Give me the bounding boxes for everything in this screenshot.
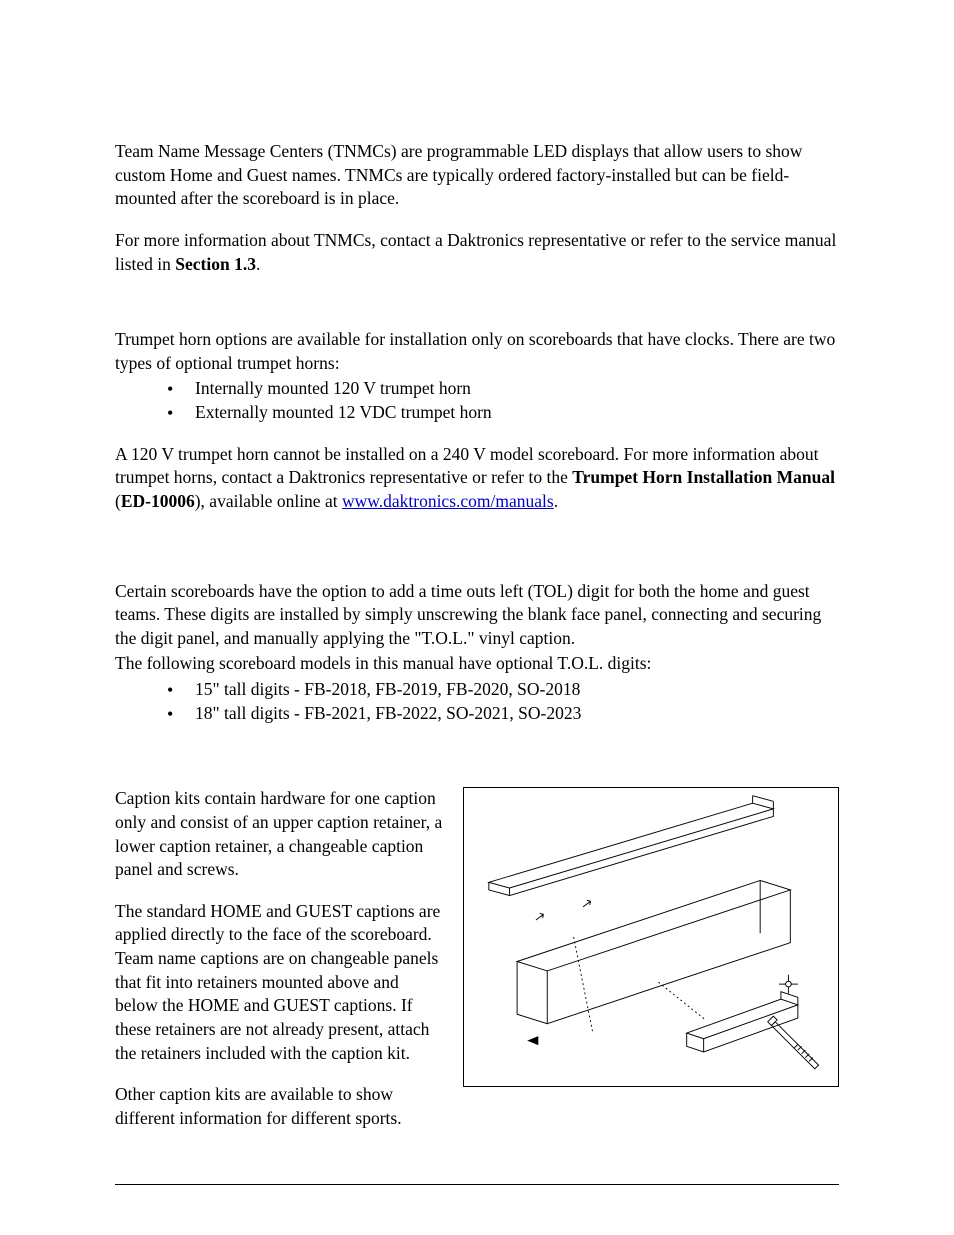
caption-kit-diagram-icon: [470, 794, 828, 1080]
section-gap: [115, 566, 839, 580]
caption-paragraph-2: The standard HOME and GUEST captions are…: [115, 900, 445, 1065]
caption-paragraph-1: Caption kits contain hardware for one ca…: [115, 787, 445, 882]
caption-text-column: Caption kits contain hardware for one ca…: [115, 787, 445, 1148]
list-item: Internally mounted 120 V trumpet horn: [195, 377, 839, 401]
section-gap: [115, 777, 839, 787]
list-item: 15" tall digits - FB-2018, FB-2019, FB-2…: [195, 678, 839, 702]
tnmc-paragraph-2: For more information about TNMCs, contac…: [115, 229, 839, 276]
horn-intro: Trumpet horn options are available for i…: [115, 328, 839, 375]
document-page: Team Name Message Centers (TNMCs) are pr…: [0, 0, 954, 1235]
text-run: .: [256, 254, 260, 274]
horn-paragraph-2: A 120 V trumpet horn cannot be installed…: [115, 443, 839, 514]
caption-paragraph-3: Other caption kits are available to show…: [115, 1083, 445, 1130]
list-item: 18" tall digits - FB-2021, FB-2022, SO-2…: [195, 702, 839, 726]
caption-two-column: Caption kits contain hardware for one ca…: [115, 787, 839, 1148]
footer-rule: [115, 1184, 839, 1185]
bold-doc-code: ED-10006: [121, 491, 195, 511]
section-gap: [115, 532, 839, 566]
bold-section-ref: Section 1.3: [175, 254, 256, 274]
text-run: .: [554, 491, 558, 511]
horn-bullets: Internally mounted 120 V trumpet horn Ex…: [115, 377, 839, 424]
text-run: ), available online at: [195, 491, 342, 511]
manuals-link[interactable]: www.daktronics.com/manuals: [342, 491, 554, 511]
list-item: Externally mounted 12 VDC trumpet horn: [195, 401, 839, 425]
section-gap: [115, 743, 839, 777]
caption-figure: [463, 787, 839, 1087]
tol-paragraph-1: Certain scoreboards have the option to a…: [115, 580, 839, 651]
bold-manual-name: Trumpet Horn Installation Manual: [572, 467, 835, 487]
tol-bullets: 15" tall digits - FB-2018, FB-2019, FB-2…: [115, 678, 839, 725]
section-gap: [115, 294, 839, 328]
tnmc-paragraph-1: Team Name Message Centers (TNMCs) are pr…: [115, 140, 839, 211]
tol-paragraph-2: The following scoreboard models in this …: [115, 652, 839, 676]
